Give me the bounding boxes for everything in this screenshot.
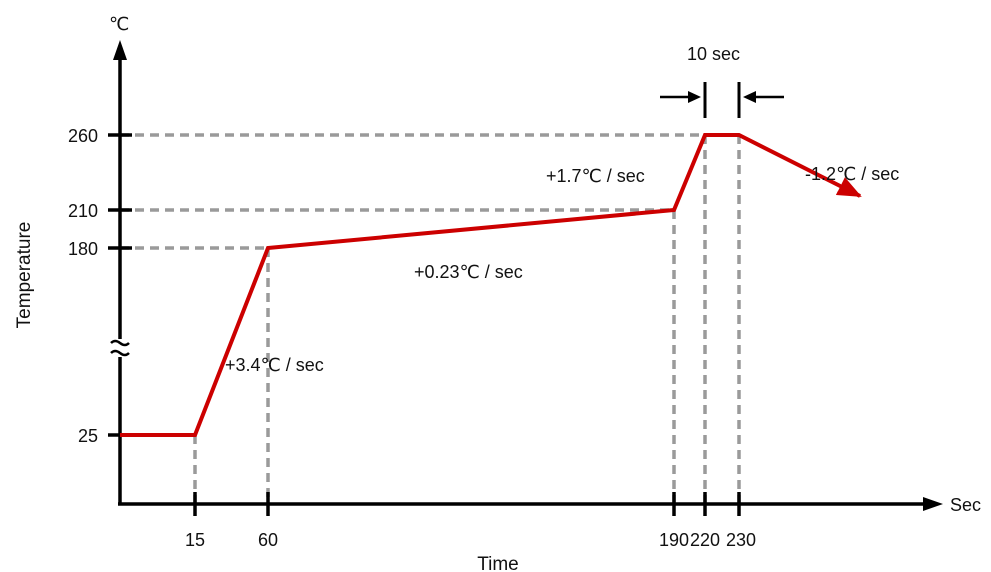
x-tick-label: 15 — [185, 530, 205, 550]
y-axis-title: Temperature — [14, 222, 35, 329]
y-tick-label: 180 — [68, 239, 98, 259]
guide-lines — [120, 133, 741, 504]
x-tick-label: 190 — [659, 530, 689, 550]
annotation-rate-3: +1.7℃ / sec — [546, 166, 645, 186]
y-axis-break — [108, 339, 132, 357]
annotation-dwell: 10 sec — [687, 44, 740, 64]
x-tick-label: 230 — [726, 530, 756, 550]
y-tick-label: 25 — [78, 426, 98, 446]
annotation-rate-2: +0.23℃ / sec — [414, 262, 523, 282]
y-tick-label: 260 — [68, 126, 98, 146]
tick-marks — [108, 133, 741, 516]
annotation-rate-4: -1.2℃ / sec — [805, 164, 899, 184]
x-tick-label: 220 — [690, 530, 720, 550]
y-tick-label: 210 — [68, 201, 98, 221]
y-axis-arrowhead — [113, 40, 127, 60]
series-line-profile — [120, 133, 862, 437]
x-axis-title: Time — [477, 554, 519, 572]
annotation-rate-1: +3.4℃ / sec — [225, 355, 324, 375]
dwell-bracket — [660, 82, 784, 118]
x-tick-label: 60 — [258, 530, 278, 550]
x-axis-arrowhead — [923, 497, 943, 511]
y-axis-unit: ℃ — [109, 14, 129, 34]
series-points — [118, 133, 862, 437]
x-axis-unit: Sec — [950, 495, 981, 515]
